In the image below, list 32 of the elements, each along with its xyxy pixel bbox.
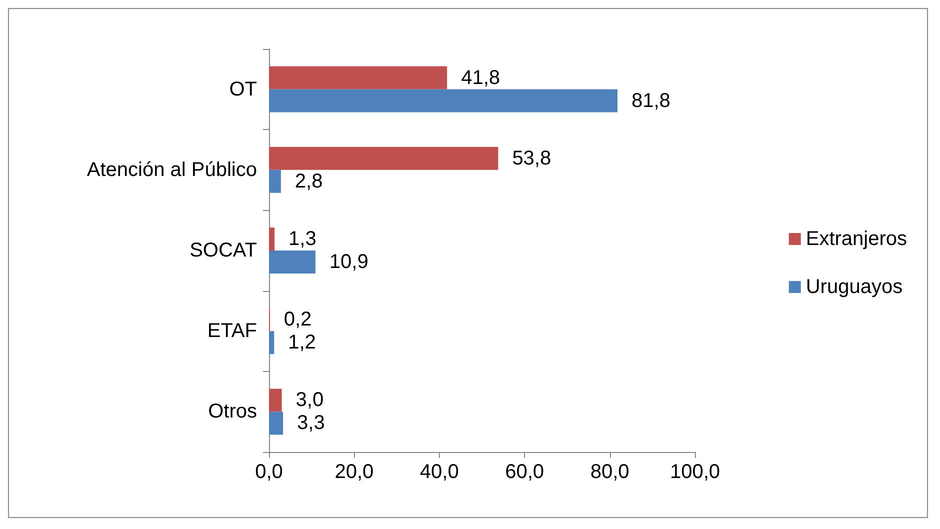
- bar: [269, 146, 498, 170]
- x-tick-label: 60,0: [505, 461, 544, 483]
- bar: [269, 228, 275, 250]
- bar: [269, 388, 282, 412]
- x-tick-label: 20,0: [334, 461, 374, 483]
- data-label: 1,3: [288, 228, 316, 250]
- y-tick-label: Otros: [208, 400, 257, 423]
- data-label: 2,8: [294, 170, 323, 192]
- x-tick-label: 40,0: [420, 461, 459, 483]
- data-label: 41,8: [461, 66, 500, 89]
- y-tick-label: Atención al Público: [86, 158, 257, 181]
- data-label: 1,2: [288, 332, 316, 354]
- data-label: 81,8: [631, 90, 670, 112]
- bar: [269, 331, 274, 354]
- legend-label: Extranjeros: [806, 228, 908, 250]
- x-tick-label: 0,0: [255, 461, 283, 483]
- y-tick-label: SOCAT: [190, 240, 257, 262]
- x-tick-label: 80,0: [590, 461, 630, 483]
- data-label: 0,2: [284, 308, 312, 331]
- data-label: 3,3: [297, 412, 325, 434]
- bar: [269, 66, 448, 90]
- data-label: 53,8: [512, 147, 552, 170]
- legend-label: Uruguayos: [806, 276, 903, 298]
- data-label: 3,0: [296, 389, 324, 412]
- x-tick-label: 100,0: [670, 461, 720, 483]
- bar: [269, 412, 284, 435]
- bar: [269, 250, 316, 274]
- bar: [269, 89, 618, 112]
- y-tick-label: ETAF: [207, 320, 257, 342]
- y-tick-label: OT: [229, 78, 257, 100]
- bar: [269, 170, 281, 193]
- data-label: 10,9: [329, 251, 368, 273]
